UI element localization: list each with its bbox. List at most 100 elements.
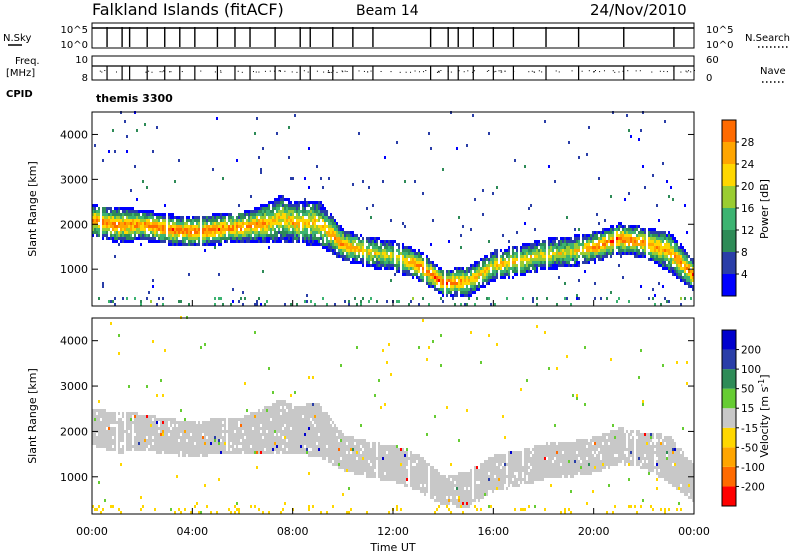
- power-cell: [512, 264, 514, 267]
- power-cell: [612, 228, 614, 231]
- velocity-cell: [166, 439, 168, 442]
- power-cell: [216, 216, 218, 219]
- power-cell: [156, 234, 158, 237]
- power-cell: [474, 273, 476, 276]
- power-cell: [620, 237, 622, 240]
- velocity-cell: [168, 445, 170, 448]
- power-cell: [380, 252, 382, 255]
- power-cell: [282, 237, 284, 240]
- velocity-cell: [108, 415, 110, 418]
- power-cell: [162, 216, 164, 219]
- power-cell: [346, 234, 348, 237]
- power-cell: [668, 231, 670, 234]
- power-cell: [286, 225, 288, 228]
- velocity-cell: [314, 436, 316, 439]
- power-cell: [602, 234, 604, 237]
- power-cell: [610, 240, 612, 243]
- velocity-cell: [236, 502, 238, 505]
- velocity-cell: [164, 448, 166, 451]
- velocity-cell: [126, 442, 128, 445]
- power-cell: [598, 240, 600, 243]
- power-cell: [596, 255, 598, 258]
- velocity-cell: [174, 433, 176, 436]
- power-cell: [544, 240, 546, 243]
- power-cell: [642, 255, 644, 258]
- power-cell: [214, 213, 216, 216]
- power-cell: [332, 252, 334, 255]
- velocity-cell: [104, 445, 106, 448]
- nave-dot: [169, 71, 171, 73]
- nave-dot: [599, 71, 601, 73]
- power-cell: [350, 261, 352, 264]
- velocity-cell: [254, 442, 256, 445]
- power-cell: [250, 219, 252, 222]
- power-cell: [164, 234, 166, 237]
- station-title: Falkland Islands (fitACF): [92, 0, 284, 19]
- power-cell: [456, 147, 458, 150]
- power-cell: [558, 264, 560, 267]
- power-cell: [396, 258, 398, 261]
- power-cell: [296, 219, 298, 222]
- power-cell: [240, 297, 242, 300]
- power-cell: [242, 240, 244, 243]
- velocity-cell: [204, 484, 206, 487]
- power-cell: [244, 240, 246, 243]
- power-cell: [468, 282, 470, 285]
- power-cell: [528, 258, 530, 261]
- velocity-cell: [266, 412, 268, 415]
- velocity-cell: [328, 442, 330, 445]
- power-cell: [226, 213, 228, 216]
- power-cell: [264, 237, 266, 240]
- power-cell: [468, 279, 470, 282]
- power-cell: [596, 243, 598, 246]
- power-cell: [524, 252, 526, 255]
- power-cell: [300, 216, 302, 219]
- power-cell: [642, 252, 644, 255]
- velocity-cell: [244, 427, 246, 430]
- velocity-cell: [282, 430, 284, 433]
- power-cell: [312, 213, 314, 216]
- power-cell: [448, 279, 450, 282]
- velocity-cell: [208, 430, 210, 433]
- power-cell: [392, 255, 394, 258]
- power-cell: [322, 207, 324, 210]
- velocity-cell: [100, 412, 102, 415]
- power-cell: [118, 207, 120, 210]
- power-cell: [620, 240, 622, 243]
- velocity-cell: [156, 418, 158, 421]
- velocity-cell: [112, 430, 114, 433]
- velocity-cell: [304, 442, 306, 445]
- power-cell: [504, 273, 506, 276]
- power-cell: [692, 288, 694, 291]
- power-cell: [578, 156, 580, 159]
- power-cell: [340, 246, 342, 249]
- velocity-cell: [326, 448, 328, 451]
- power-cell: [292, 222, 294, 225]
- power-cell: [550, 237, 552, 240]
- velocity-cell: [292, 421, 294, 424]
- velocity-cell: [308, 427, 310, 430]
- power-cell: [188, 225, 190, 228]
- velocity-cell: [132, 445, 134, 448]
- power-cell: [648, 240, 650, 243]
- velocity-cell: [108, 412, 110, 415]
- velocity-cell: [262, 418, 264, 421]
- velocity-cell: [120, 433, 122, 436]
- power-cell: [114, 297, 116, 300]
- power-cell: [246, 210, 248, 213]
- power-cell: [434, 282, 436, 285]
- velocity-cell: [192, 427, 194, 430]
- power-cell: [126, 210, 128, 213]
- power-cell: [224, 225, 226, 228]
- velocity-cell: [276, 448, 278, 451]
- velocity-cell: [146, 418, 148, 421]
- power-cell: [644, 252, 646, 255]
- velocity-cell: [102, 412, 104, 415]
- velocity-cell: [160, 445, 162, 448]
- power-cell: [328, 177, 330, 180]
- power-cell: [114, 150, 116, 153]
- power-cell: [390, 255, 392, 258]
- power-cell: [204, 222, 206, 225]
- nave-dot: [148, 70, 150, 72]
- velocity-cell: [256, 433, 258, 436]
